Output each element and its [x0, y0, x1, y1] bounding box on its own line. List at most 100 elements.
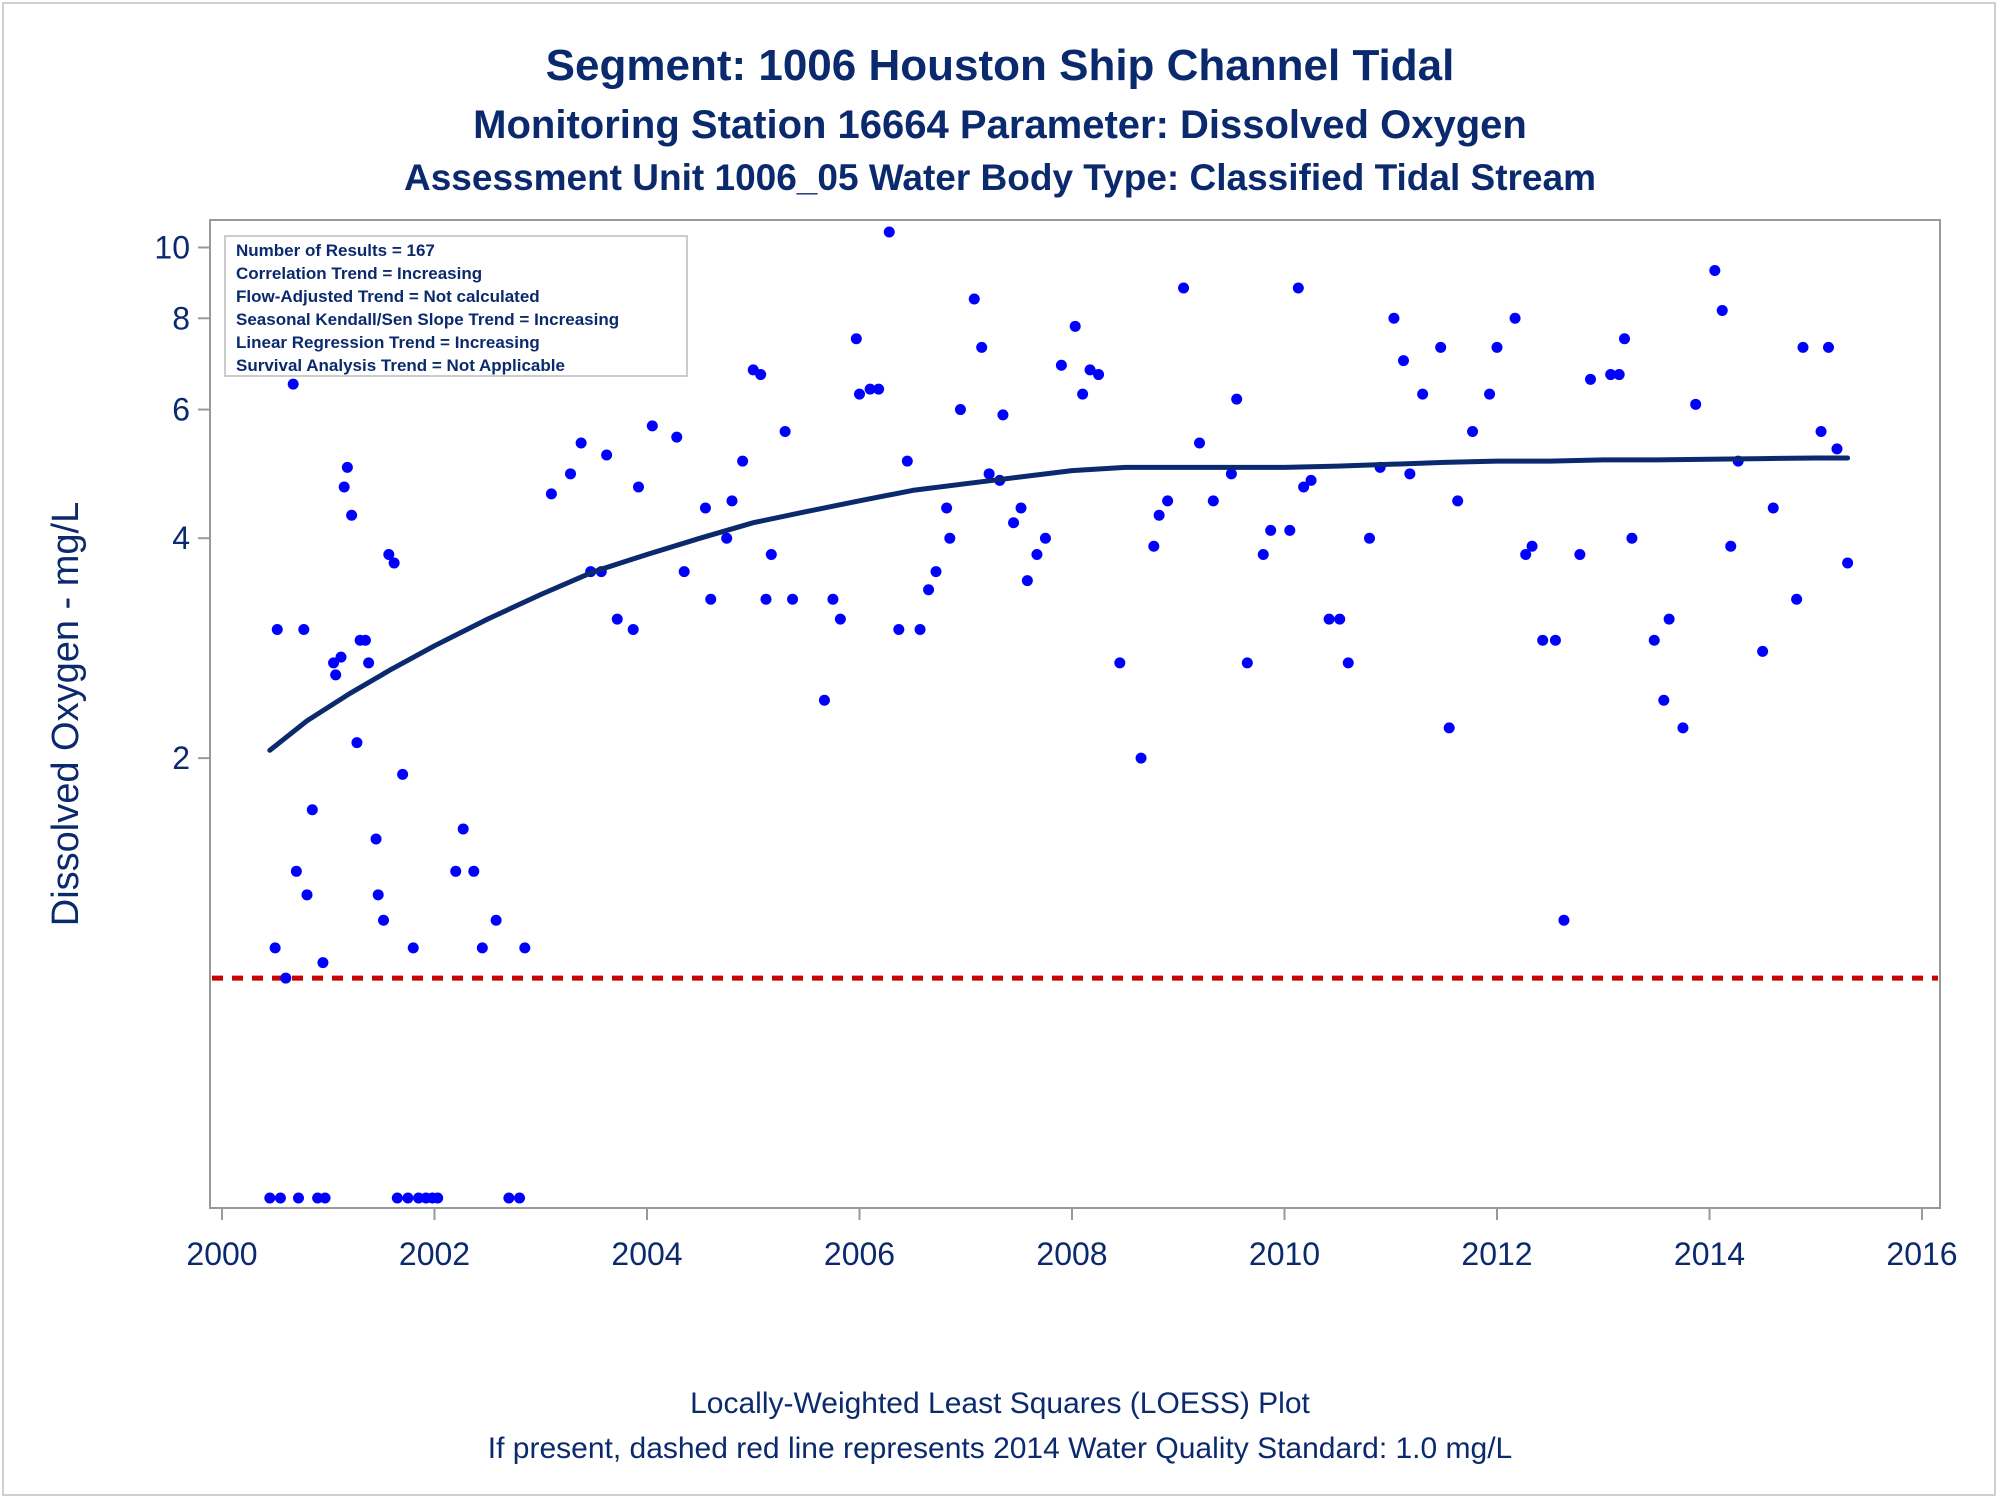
data-point [1797, 341, 1809, 353]
data-point [1015, 502, 1027, 514]
data-point [627, 623, 639, 635]
data-point [997, 409, 1009, 421]
data-point [575, 437, 587, 449]
data-point [1757, 645, 1769, 657]
data-point [1613, 369, 1625, 381]
data-point [1334, 613, 1346, 625]
data-point [883, 226, 895, 238]
data-point [1231, 393, 1243, 405]
y-axis: 2 4 6 8 10 [154, 229, 210, 776]
data-point [293, 1192, 304, 1204]
data-point [383, 548, 395, 560]
data-point [601, 449, 613, 461]
data-point [1549, 634, 1561, 646]
data-point [468, 865, 480, 877]
data-point [1323, 613, 1335, 625]
stats-legend-box [224, 235, 688, 377]
data-point [457, 823, 469, 835]
data-point [901, 455, 913, 467]
data-point [402, 1192, 414, 1204]
data-point [287, 378, 299, 390]
data-point [1265, 524, 1277, 536]
data-point [335, 651, 347, 663]
data-point [646, 420, 658, 432]
stat-line: Correlation Trend = Increasing [236, 264, 482, 283]
data-point [338, 481, 350, 493]
data-point [633, 481, 644, 493]
y-axis-label: Dissolved Oxygen - mg/L [45, 502, 87, 927]
data-point [1526, 540, 1538, 552]
data-point [388, 557, 400, 569]
data-point [834, 613, 846, 625]
data-point [407, 942, 419, 954]
data-point [450, 865, 462, 877]
data-point [346, 509, 358, 521]
data-point [671, 431, 683, 443]
data-point [319, 1192, 331, 1204]
data-point [269, 942, 281, 954]
data-point [1585, 373, 1596, 385]
data-point [1342, 657, 1354, 669]
x-axis: 2000 2002 2004 2006 2008 2010 2012 2014 2016 [186, 1208, 1958, 1272]
data-point [397, 768, 409, 780]
data-point [330, 669, 342, 681]
data-point [873, 383, 885, 395]
data-point [1791, 593, 1803, 605]
data-point [726, 495, 738, 507]
data-point [1178, 282, 1190, 294]
data-point [760, 593, 772, 605]
data-point [1114, 657, 1126, 669]
data-point [864, 383, 876, 395]
data-point [1663, 613, 1675, 625]
data-point [280, 972, 292, 984]
data-point [1008, 517, 1020, 529]
data-point [271, 623, 283, 635]
data-point [1648, 634, 1660, 646]
data-point [341, 461, 353, 473]
data-point [290, 865, 302, 877]
data-point [1509, 312, 1521, 324]
data-point [274, 1192, 286, 1204]
data-point [359, 634, 371, 646]
data-point [779, 425, 791, 437]
stat-line: Number of Results = 167 [236, 241, 435, 260]
x-tick-label: 2014 [1674, 1236, 1745, 1272]
data-point [1055, 359, 1067, 371]
chart-subtitle: Monitoring Station 16664 Parameter: Diss… [473, 103, 1527, 147]
data-point [699, 502, 711, 514]
data-point [1298, 481, 1310, 493]
data-point [1135, 752, 1147, 764]
data-point [1031, 548, 1043, 560]
data-point [1069, 320, 1081, 332]
data-point [378, 914, 389, 926]
x-tick-label: 2002 [399, 1236, 470, 1272]
footnote-1: Locally-Weighted Least Squares (LOESS) P… [690, 1387, 1310, 1420]
data-point [1207, 495, 1219, 507]
stat-line: Survival Analysis Trend = Not Applicable [236, 356, 565, 375]
data-point [818, 694, 830, 706]
data-point [1435, 341, 1447, 353]
data-point [1484, 388, 1496, 400]
data-point [1831, 443, 1843, 455]
data-point [854, 388, 865, 400]
data-point [1619, 333, 1630, 345]
data-point [1491, 341, 1503, 353]
data-point [1084, 364, 1096, 376]
x-tick-label: 2000 [186, 1236, 257, 1272]
data-point [1605, 369, 1617, 381]
stats-legend: Number of Results = 167 Correlation Tren… [224, 235, 688, 377]
data-point [976, 341, 988, 353]
data-point [565, 468, 576, 480]
data-point [1398, 355, 1409, 367]
data-point [363, 657, 375, 669]
data-point [1520, 548, 1532, 560]
data-point [476, 942, 488, 954]
data-point [737, 455, 749, 467]
data-point [1364, 532, 1375, 544]
data-point [705, 593, 717, 605]
data-point [432, 1192, 444, 1204]
data-point [765, 548, 777, 560]
data-point [1241, 657, 1253, 669]
data-point [1404, 468, 1416, 480]
